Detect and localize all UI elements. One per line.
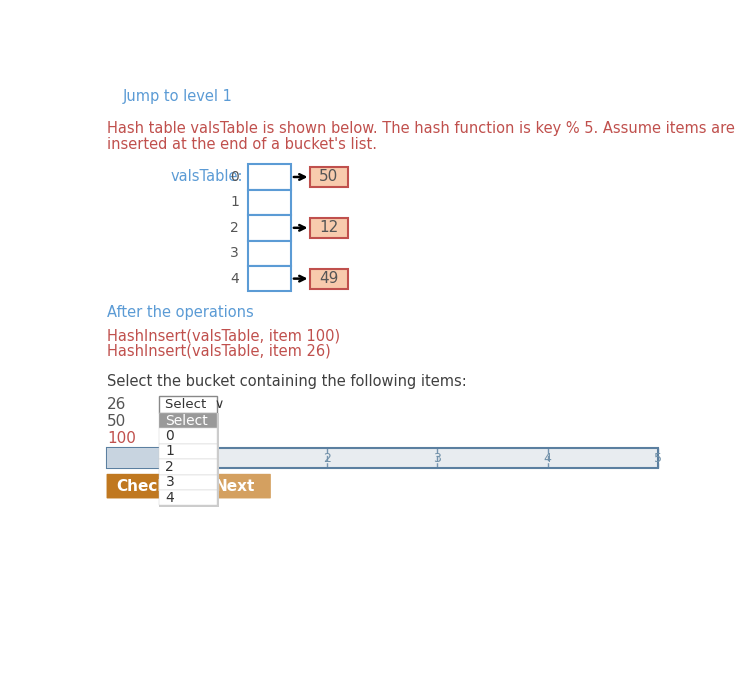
Bar (159, 396, 217, 413)
Text: Select  ∨: Select ∨ (165, 398, 225, 411)
Text: HashInsert(valsTable, item 100): HashInsert(valsTable, item 100) (108, 329, 341, 343)
Text: 2: 2 (230, 221, 239, 235)
Bar (159, 475, 217, 490)
Text: After the operations: After the operations (108, 305, 254, 320)
Text: Next: Next (215, 479, 255, 493)
Text: Hash table valsTable is shown below. The hash function is key % 5. Assume items : Hash table valsTable is shown below. The… (108, 121, 735, 136)
FancyBboxPatch shape (107, 474, 178, 498)
Text: 26: 26 (108, 397, 127, 412)
Bar (310, 218, 347, 238)
Bar (248, 190, 291, 215)
Text: 1: 1 (165, 445, 174, 458)
Text: Check: Check (117, 479, 168, 493)
FancyBboxPatch shape (199, 474, 271, 498)
Bar (159, 413, 217, 429)
Bar (248, 215, 291, 241)
Text: 4: 4 (165, 491, 174, 505)
Bar (159, 429, 217, 443)
Text: 49: 49 (319, 271, 338, 286)
Text: 12: 12 (320, 220, 338, 235)
Bar (159, 443, 217, 459)
Text: inserted at the end of a bucket's list.: inserted at the end of a bucket's list. (108, 137, 377, 151)
Text: 100: 100 (108, 431, 136, 446)
Text: 50: 50 (108, 414, 126, 429)
Text: 1: 1 (230, 195, 239, 210)
Text: 0: 0 (165, 429, 174, 443)
Bar (248, 164, 291, 190)
Bar (108, 448, 217, 468)
Bar (310, 268, 347, 289)
Text: 4: 4 (230, 272, 239, 286)
Text: 4: 4 (544, 452, 551, 465)
Text: valsTable:: valsTable: (171, 170, 244, 185)
Bar (159, 413, 219, 507)
Text: 50: 50 (320, 170, 338, 185)
Text: HashInsert(valsTable, item 26): HashInsert(valsTable, item 26) (108, 343, 331, 359)
Text: Select: Select (165, 414, 208, 428)
Text: 2: 2 (165, 460, 174, 474)
Text: 3: 3 (230, 246, 239, 260)
Bar (159, 490, 217, 506)
Text: Select the bucket containing the following items:: Select the bucket containing the followi… (108, 375, 467, 389)
Bar (108, 448, 657, 468)
Text: 0: 0 (230, 170, 239, 184)
Bar (159, 459, 217, 475)
Text: 3: 3 (165, 475, 174, 489)
Bar (248, 241, 291, 266)
Bar (248, 266, 291, 291)
Bar (310, 167, 347, 187)
Text: 3: 3 (433, 452, 441, 465)
Text: 5: 5 (654, 452, 662, 465)
Text: 2: 2 (323, 452, 332, 465)
Text: Jump to level 1: Jump to level 1 (123, 89, 233, 104)
